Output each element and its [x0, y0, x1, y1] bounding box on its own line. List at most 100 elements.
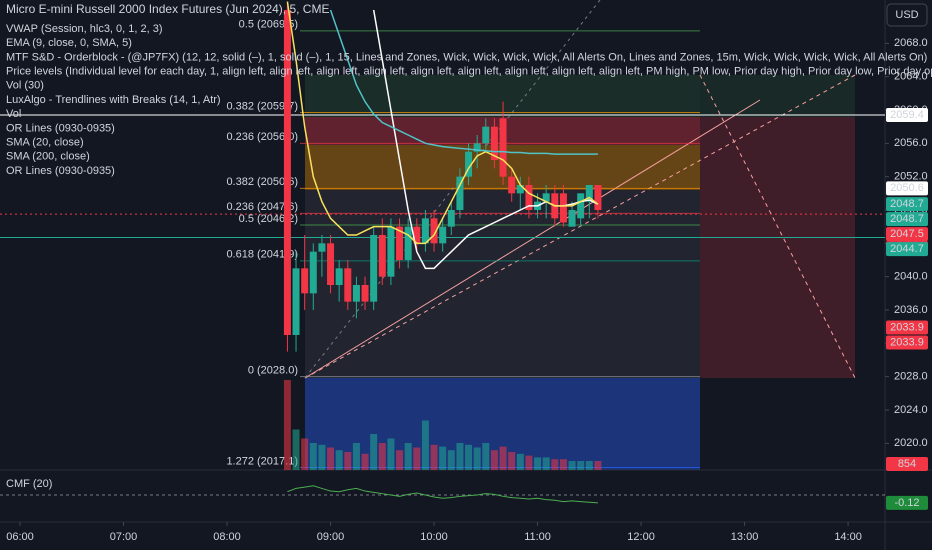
price-tag-label: 2048.7 — [890, 198, 924, 210]
chart-title: Micro E-mini Russell 2000 Index Futures … — [6, 2, 329, 16]
indicator-line — [286, 1, 599, 245]
x-tick-label: 10:00 — [420, 531, 448, 543]
volume-bar — [473, 447, 481, 470]
price-tag — [886, 227, 928, 242]
fib-label: 0.5 (2069.5) — [239, 19, 298, 31]
indicator-line — [329, 9, 598, 155]
candle-body — [525, 185, 533, 210]
price-tag — [886, 212, 928, 227]
candle-body — [456, 176, 464, 210]
y-tick-label: 2040.0 — [894, 271, 928, 283]
fib-label: 0 (2028.0) — [248, 365, 298, 377]
volume-bar — [387, 438, 395, 470]
currency-button[interactable] — [886, 3, 928, 27]
volume-bar — [370, 434, 378, 470]
candle-body — [335, 268, 343, 285]
candle-body — [352, 285, 360, 302]
volume-bar — [568, 461, 576, 470]
fib-label: 0.618 (2041.9) — [226, 249, 298, 261]
y-tick-label: 2028.0 — [894, 371, 928, 383]
volume-bar — [344, 452, 352, 470]
candle-body — [404, 226, 412, 260]
candle-body — [559, 193, 567, 223]
candle-body — [327, 243, 335, 285]
currency[interactable]: USD — [895, 9, 918, 21]
zone — [700, 117, 855, 378]
price-tag-label: 2050.6 — [890, 182, 924, 194]
candle-body — [370, 235, 378, 302]
candle-body — [430, 218, 438, 244]
volume-bar — [292, 429, 300, 470]
candle-body — [309, 251, 317, 294]
price-tag — [886, 242, 928, 257]
volume-bar — [301, 438, 309, 470]
volume-bar — [508, 452, 516, 470]
fib-label: 1.272 (2017.1) — [226, 455, 298, 467]
legend-line: OR Lines (0930-0935) — [6, 165, 115, 177]
price-tag — [886, 320, 928, 335]
price-tag-label: 2048.7 — [890, 213, 924, 225]
legend-line: OR Lines (0930-0935) — [6, 122, 115, 134]
y-tick-label: 2056.0 — [894, 137, 928, 149]
volume-bar — [525, 455, 533, 470]
price-tag-label: 2059.4 — [890, 109, 924, 121]
candle-body — [396, 226, 404, 260]
candle-body — [413, 226, 421, 244]
volume-bar — [559, 459, 567, 470]
candle-body — [594, 185, 602, 210]
legend-line: Price levels (Individual level for each … — [6, 66, 932, 78]
y-tick-label: 2024.0 — [894, 404, 928, 416]
price-tag — [886, 495, 928, 510]
volume-bar — [551, 459, 559, 470]
y-tick-label: 2052.0 — [894, 171, 928, 183]
fib-label: 0.382 (2059.7) — [226, 100, 298, 112]
fib-label: 0.236 (2047.6) — [226, 201, 298, 213]
volume-bar — [542, 457, 550, 470]
legend: Micro E-mini Russell 2000 Index Futures … — [6, 2, 932, 177]
candle-body — [516, 185, 524, 194]
x-tick-label: 09:00 — [317, 531, 345, 543]
candle-body — [344, 268, 352, 302]
volume-bar — [482, 443, 490, 470]
candle-body — [490, 126, 498, 160]
price-tag-label: 854 — [898, 458, 916, 470]
plot: 0.5 (2069.5) 0.382 (2059.7) 0.236 (2056.0)… — [0, 1, 885, 504]
candle-body — [577, 193, 585, 219]
candle-body — [473, 143, 481, 152]
volume-bar — [421, 420, 429, 470]
volume-bar — [499, 446, 507, 470]
price-tag — [886, 197, 928, 212]
candle-body — [292, 268, 300, 335]
volume-bar — [430, 444, 438, 470]
volume-bar — [352, 443, 360, 470]
legend-line: EMA (9, close, 0, SMA, 5) — [6, 37, 132, 49]
price-tag — [886, 335, 928, 350]
volume-bar — [439, 446, 447, 470]
y-tick-label: 2068.0 — [894, 37, 928, 49]
x-tick-label: 06:00 — [6, 531, 34, 543]
y-tick-label: 2064.0 — [894, 71, 928, 83]
volume-bar — [465, 444, 473, 470]
candle-body — [301, 268, 309, 294]
x-tick-label: 13:00 — [731, 531, 759, 543]
candle-body — [542, 193, 550, 202]
volume-bar — [456, 443, 464, 470]
legend-line: LuxAlgo - Trendlines with Breaks (14, 1,… — [6, 94, 221, 106]
price-tag-label: 2033.9 — [890, 336, 924, 348]
zone — [305, 75, 700, 117]
y-tick-label: 2036.0 — [894, 304, 928, 316]
price-tag — [886, 181, 928, 196]
candle-body — [508, 176, 516, 194]
trendline — [304, 99, 761, 379]
candle-body — [318, 243, 326, 252]
legend-line: Vol (30) — [6, 80, 44, 92]
x-tick-label: 07:00 — [110, 531, 138, 543]
candle-body — [378, 235, 386, 277]
trendline — [699, 74, 856, 379]
volume-bar — [577, 461, 585, 470]
volume-bar — [585, 461, 593, 470]
trendline — [304, 74, 856, 379]
legend-line: VWAP (Session, hlc3, 0, 1, 2, 3) — [6, 23, 163, 35]
